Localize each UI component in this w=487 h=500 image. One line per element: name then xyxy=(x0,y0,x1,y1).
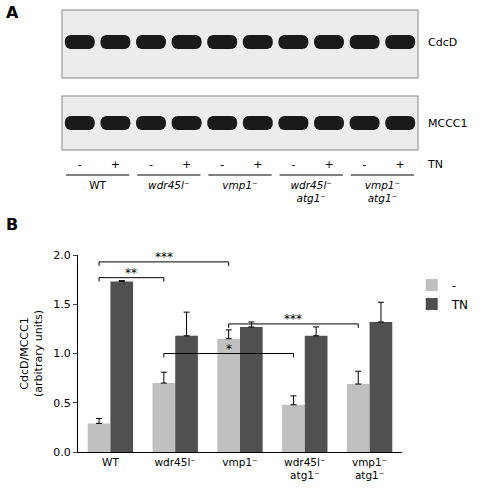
svg-text:*: * xyxy=(226,342,232,356)
svg-text:wdr45l⁻: wdr45l⁻ xyxy=(148,179,189,191)
svg-text:vmp1⁻: vmp1⁻ xyxy=(222,179,257,191)
svg-text:wdr45l⁻atg1⁻: wdr45l⁻atg1⁻ xyxy=(284,456,325,482)
svg-text:+: + xyxy=(396,158,405,171)
svg-text:TN: TN xyxy=(451,298,468,312)
svg-text:vmp1⁻: vmp1⁻ xyxy=(222,456,257,468)
svg-text:MCCC1: MCCC1 xyxy=(428,117,468,130)
svg-text:**: ** xyxy=(125,266,137,280)
svg-text:+: + xyxy=(253,158,262,171)
svg-text:CdcD: CdcD xyxy=(428,36,457,49)
svg-text:1.0: 1.0 xyxy=(53,347,71,360)
svg-text:atg1⁻: atg1⁻ xyxy=(296,192,325,204)
svg-text:atg1⁻: atg1⁻ xyxy=(368,192,397,204)
svg-text:B: B xyxy=(6,215,18,234)
svg-text:+: + xyxy=(324,158,333,171)
svg-text:wdr45l⁻: wdr45l⁻ xyxy=(291,179,332,191)
svg-text:-: - xyxy=(452,279,456,293)
svg-text:CdcD/MCCC1(arbitrary units): CdcD/MCCC1(arbitrary units) xyxy=(18,310,45,397)
svg-text:-: - xyxy=(291,158,295,171)
svg-text:TN: TN xyxy=(427,158,443,171)
svg-text:***: *** xyxy=(155,250,173,264)
svg-text:2.0: 2.0 xyxy=(53,249,71,262)
svg-text:vmp1⁻: vmp1⁻ xyxy=(365,179,400,191)
svg-text:0.5: 0.5 xyxy=(53,397,71,410)
svg-text:-: - xyxy=(363,158,367,171)
svg-text:0.0: 0.0 xyxy=(53,446,71,459)
svg-text:vmp1⁻atg1⁻: vmp1⁻atg1⁻ xyxy=(352,456,387,482)
svg-text:-: - xyxy=(78,158,82,171)
svg-text:-: - xyxy=(220,158,224,171)
svg-text:***: *** xyxy=(284,312,302,326)
svg-text:+: + xyxy=(182,158,191,171)
svg-text:1.5: 1.5 xyxy=(53,298,71,311)
svg-text:+: + xyxy=(111,158,120,171)
svg-text:WT: WT xyxy=(102,456,119,468)
svg-text:WT: WT xyxy=(89,179,106,191)
svg-text:-: - xyxy=(149,158,153,171)
svg-text:wdr45l⁻: wdr45l⁻ xyxy=(155,456,196,468)
svg-text:A: A xyxy=(6,3,19,22)
